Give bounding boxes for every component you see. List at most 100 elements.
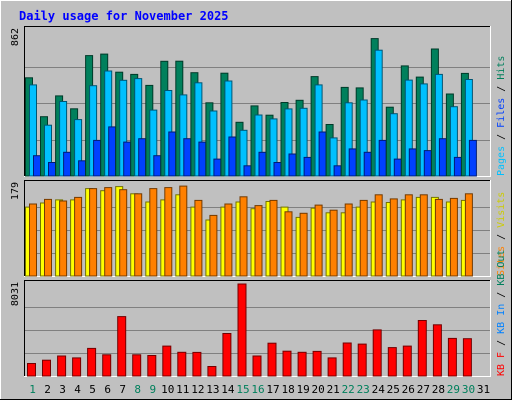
bar-sites-day-16 bbox=[254, 205, 263, 277]
bar-pages-day-26 bbox=[408, 148, 417, 177]
x-tick-label-day-16: 16 bbox=[251, 383, 264, 396]
bar-pages-day-10 bbox=[168, 131, 177, 177]
bar-kb-f-day-6 bbox=[102, 354, 112, 377]
bar-kb-f-day-14 bbox=[222, 333, 232, 377]
bar-pages-day-28 bbox=[438, 138, 447, 177]
bar-sites-day-7 bbox=[119, 189, 128, 277]
x-tick-label-day-23: 23 bbox=[357, 383, 370, 396]
bar-kb-f-day-24 bbox=[372, 329, 382, 377]
bar-sites-day-9 bbox=[149, 188, 158, 277]
chart-title: Daily usage for November 2025 bbox=[19, 9, 229, 23]
x-tick-label-day-31: 31 bbox=[477, 383, 490, 396]
bar-sites-day-29 bbox=[449, 197, 458, 277]
bar-pages-day-21 bbox=[333, 165, 342, 177]
x-tick-label-day-29: 29 bbox=[447, 383, 460, 396]
bar-pages-day-14 bbox=[228, 136, 237, 177]
bar-pages-day-12 bbox=[198, 141, 207, 177]
bar-sites-day-18 bbox=[284, 211, 293, 277]
bar-sites-day-6 bbox=[104, 187, 113, 277]
legend-entry: / bbox=[496, 80, 507, 98]
bar-kb-f-day-25 bbox=[387, 347, 397, 377]
bar-kb-f-day-28 bbox=[432, 324, 442, 377]
bar-kb-f-day-5 bbox=[87, 347, 97, 377]
bar-pages-day-13 bbox=[213, 158, 222, 177]
bar-sites-day-17 bbox=[269, 199, 278, 277]
legend-entry: Visits bbox=[496, 192, 507, 228]
bar-pages-day-16 bbox=[258, 151, 267, 177]
x-tick-label-day-19: 19 bbox=[296, 383, 309, 396]
bar-sites-day-23 bbox=[359, 199, 368, 277]
bar-pages-day-25 bbox=[393, 158, 402, 177]
bar-pages-day-4 bbox=[78, 160, 87, 177]
x-tick-label-day-21: 21 bbox=[327, 383, 340, 396]
bar-kb-f-day-22 bbox=[342, 342, 352, 377]
bar-sites-day-15 bbox=[239, 196, 248, 277]
bar-sites-day-30 bbox=[464, 193, 473, 277]
bar-kb-f-day-15 bbox=[237, 283, 247, 377]
bar-sites-day-20 bbox=[314, 204, 323, 277]
chart-panels: 862 179 8031 bbox=[10, 26, 491, 377]
x-tick-label-day-2: 2 bbox=[44, 383, 51, 396]
bar-kb-f-day-21 bbox=[327, 357, 337, 377]
bar-pages-day-17 bbox=[273, 162, 282, 177]
x-tick-label-day-3: 3 bbox=[59, 383, 66, 396]
bar-sites-day-11 bbox=[179, 185, 188, 277]
x-tick-label-day-15: 15 bbox=[236, 383, 249, 396]
x-tick-label-day-14: 14 bbox=[221, 383, 235, 396]
x-tick-label-day-28: 28 bbox=[432, 383, 445, 396]
y-max-label: 8031 bbox=[10, 282, 21, 306]
bar-kb-f-day-12 bbox=[192, 351, 202, 377]
bar-sites-day-22 bbox=[344, 203, 353, 277]
bar-sites-day-4 bbox=[74, 196, 83, 277]
bar-sites-day-14 bbox=[224, 203, 233, 277]
bar-kb-f-day-4 bbox=[72, 357, 82, 377]
bar-sites-day-21 bbox=[329, 209, 338, 277]
x-tick-label-day-5: 5 bbox=[89, 383, 96, 396]
bar-pages-day-30 bbox=[468, 139, 477, 177]
bar-sites-day-5 bbox=[89, 188, 98, 277]
x-tick-label-day-9: 9 bbox=[149, 383, 156, 396]
bar-kb-f-day-11 bbox=[177, 351, 187, 377]
panel-hits-files-pages: 862 bbox=[10, 26, 491, 177]
x-tick-label-day-7: 7 bbox=[119, 383, 126, 396]
legend-panel-2: Sites / Visits bbox=[496, 192, 507, 276]
x-tick-label-day-12: 12 bbox=[191, 383, 204, 396]
bar-sites-day-28 bbox=[434, 198, 443, 277]
x-tick-label-day-25: 25 bbox=[387, 383, 400, 396]
bar-kb-f-day-20 bbox=[312, 350, 322, 377]
x-tick-label-day-4: 4 bbox=[74, 383, 81, 396]
bar-pages-day-7 bbox=[123, 141, 132, 177]
bar-kb-f-day-1 bbox=[27, 363, 36, 377]
bar-sites-day-24 bbox=[374, 194, 383, 277]
y-max-label: 179 bbox=[10, 182, 21, 200]
bar-pages-day-6 bbox=[108, 126, 117, 177]
x-tick-label-day-26: 26 bbox=[402, 383, 415, 396]
x-tick-label-day-18: 18 bbox=[281, 383, 294, 396]
x-tick-label-day-6: 6 bbox=[104, 383, 111, 396]
x-tick-label-day-30: 30 bbox=[462, 383, 475, 396]
bar-pages-day-3 bbox=[63, 151, 72, 177]
bar-kb-f-day-18 bbox=[282, 350, 292, 377]
bar-pages-day-19 bbox=[303, 156, 312, 177]
x-tick-label-day-10: 10 bbox=[161, 383, 174, 396]
bar-kb-f-day-26 bbox=[402, 345, 412, 377]
legend-entry: KB Out bbox=[496, 250, 507, 286]
bar-pages-day-9 bbox=[153, 155, 162, 177]
legend-entry: / bbox=[496, 334, 507, 352]
bar-kb-f-day-2 bbox=[42, 359, 51, 377]
bar-sites-day-19 bbox=[299, 212, 308, 277]
bar-kb-f-day-3 bbox=[57, 355, 67, 377]
legend-entry: / bbox=[496, 128, 507, 146]
bar-pages-day-1 bbox=[33, 155, 41, 177]
bar-pages-day-8 bbox=[138, 138, 147, 177]
panel-kbytes: 8031 bbox=[10, 280, 491, 377]
bar-kb-f-day-27 bbox=[417, 320, 427, 377]
x-tick-label-day-8: 8 bbox=[134, 383, 141, 396]
bar-kb-f-day-29 bbox=[447, 337, 457, 377]
bar-kb-f-day-8 bbox=[132, 354, 142, 377]
bar-pages-day-24 bbox=[378, 139, 387, 177]
legend-panel-3: KB F / KB In / KB Out bbox=[496, 250, 507, 376]
